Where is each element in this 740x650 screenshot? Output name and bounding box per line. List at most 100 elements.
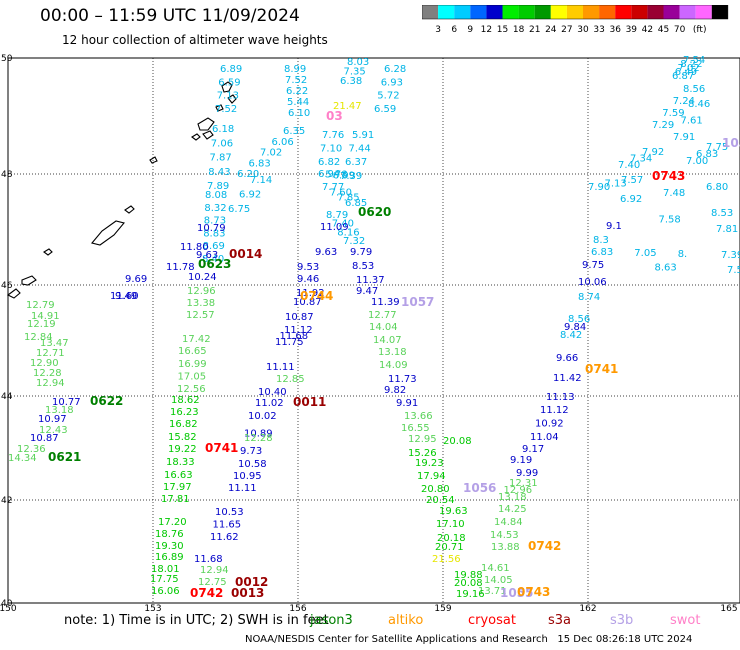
wave-height-label: 12.28: [33, 368, 62, 379]
wave-height-label: 8.: [678, 249, 688, 260]
wave-height-label: 19.23: [415, 458, 444, 469]
wave-height-label: 7.39: [721, 250, 740, 261]
wave-height-label: 10.97: [38, 414, 67, 425]
wave-height-label: 7.52: [285, 75, 307, 86]
wave-height-label: 6.92: [620, 194, 642, 205]
wave-height-label: 6.22: [286, 86, 308, 97]
wave-height-label: 12.28: [244, 433, 273, 444]
wave-height-label: 16.82: [169, 419, 198, 430]
pass-time-label: 1055: [500, 586, 533, 600]
wave-height-label: 10.77: [52, 397, 81, 408]
wave-height-label: 7.35: [344, 67, 366, 78]
pass-time-label: 0013: [231, 586, 264, 600]
wave-height-label: 9.73: [240, 446, 262, 457]
wave-height-label: 14.07: [373, 335, 402, 346]
pass-time-label: 1056: [463, 481, 496, 495]
wave-height-label: 13.47: [40, 338, 69, 349]
wave-height-label: 9.79: [350, 247, 372, 258]
wave-height-label: 16.89: [155, 552, 184, 563]
scale-swatch: [486, 5, 503, 19]
wave-height-label: 8.99: [284, 64, 306, 75]
wave-height-label: 18.33: [166, 457, 195, 468]
wave-height-label: 11.60: [110, 291, 139, 302]
wave-height-label: 6.06: [272, 137, 294, 148]
wave-height-label: 13.18: [45, 405, 74, 416]
wave-height-label: 6.89: [220, 64, 242, 75]
island-outline: [197, 117, 215, 131]
wave-height-label: 6.28: [384, 64, 406, 75]
wave-height-label: 5.78: [325, 170, 347, 181]
wave-height-label: 14.53: [490, 530, 519, 541]
wave-height-label: 10.02: [248, 411, 277, 422]
scale-tick-label: 42: [642, 25, 653, 35]
wave-height-label: 6.94: [318, 169, 340, 180]
wave-height-label: 14.84: [494, 517, 523, 528]
wave-height-label: 9.82: [384, 385, 406, 396]
wave-height-label: 19.22: [168, 444, 197, 455]
wave-height-label: 10.40: [258, 387, 287, 398]
pass-time-label: 0742: [528, 539, 561, 553]
wave-height-label: 7.05: [634, 248, 656, 259]
pass-time-label: 0744: [300, 289, 333, 303]
wave-height-label: 10.87: [285, 312, 314, 323]
longitude-label: 156: [289, 604, 306, 614]
wave-height-label: 6.35: [283, 126, 305, 137]
wave-height-label: 20.80: [421, 484, 450, 495]
pass-time-label: 0741: [205, 441, 238, 455]
wave-height-label: 7.06: [211, 138, 233, 149]
wave-height-label: 9.69: [125, 274, 147, 285]
scale-swatch: [631, 5, 648, 19]
scale-tick-label: 21: [529, 25, 540, 35]
latitude-label: 46: [1, 281, 13, 291]
scale-swatch: [518, 5, 535, 19]
wave-height-label: 6.49: [675, 67, 697, 78]
longitude-label: 150: [0, 604, 17, 614]
wave-height-label: 8.74: [578, 292, 600, 303]
wave-height-label: 11.78: [166, 262, 195, 273]
wave-height-label: 11.37: [356, 275, 385, 286]
wave-height-label: 8.32: [204, 203, 226, 214]
wave-height-label: 7.44: [349, 144, 371, 155]
pass-time-label: 0621: [48, 450, 81, 464]
island-outline: [21, 275, 37, 286]
wave-height-label: 11.75: [275, 337, 304, 348]
wave-height-label: 12.85: [276, 374, 305, 385]
wave-height-label: 7.40: [332, 219, 354, 230]
wave-height-label: 17.81: [161, 494, 190, 505]
wave-height-label: 11.92: [296, 288, 325, 299]
wave-height-label: 5.91: [352, 130, 374, 141]
latitude-label: 50: [1, 54, 13, 64]
wave-height-label: 7.77: [322, 182, 344, 193]
latitude-label: 42: [1, 496, 12, 506]
wave-height-label: 17.05: [178, 372, 207, 383]
wave-height-label: 12.31: [509, 478, 538, 489]
pass-time-label: 0012: [235, 575, 268, 589]
wave-height-label: 6.59: [218, 77, 240, 88]
wave-height-label: 9.47: [356, 286, 378, 297]
wave-height-label: 13.71: [478, 586, 507, 597]
wave-height-label: 13.18: [498, 492, 527, 503]
wave-height-label: 11.13: [546, 392, 575, 403]
pass-time-label: 1054: [722, 136, 740, 150]
legend-altiko: altiko: [388, 613, 424, 628]
wave-height-label: 12.95: [408, 434, 437, 445]
island-outline: [6, 288, 21, 299]
wave-height-label: 10.87: [30, 433, 59, 444]
wave-height-label: 7.02: [260, 148, 282, 159]
wave-height-label: 17.10: [436, 519, 465, 530]
pass-time-label: 03: [326, 109, 343, 123]
wave-height-label: 12.56: [177, 384, 206, 395]
longitude-label: 153: [144, 604, 161, 614]
wave-height-label: 16.99: [178, 359, 207, 370]
wave-height-label: 5.44: [287, 97, 309, 108]
wave-height-label: 6.93: [381, 77, 403, 88]
wave-height-label: 11.68: [194, 554, 223, 565]
wave-height-label: 10.89: [244, 429, 273, 440]
wave-height-label: 6.75: [228, 204, 250, 215]
wave-height-label: 14.91: [31, 311, 60, 322]
scale-tick-label: 6: [451, 25, 457, 35]
wave-height-label: 10.06: [578, 277, 607, 288]
wave-height-label: 6.80: [706, 182, 728, 193]
wave-height-label: 6.38: [340, 76, 362, 87]
longitude-label: 159: [434, 604, 451, 614]
